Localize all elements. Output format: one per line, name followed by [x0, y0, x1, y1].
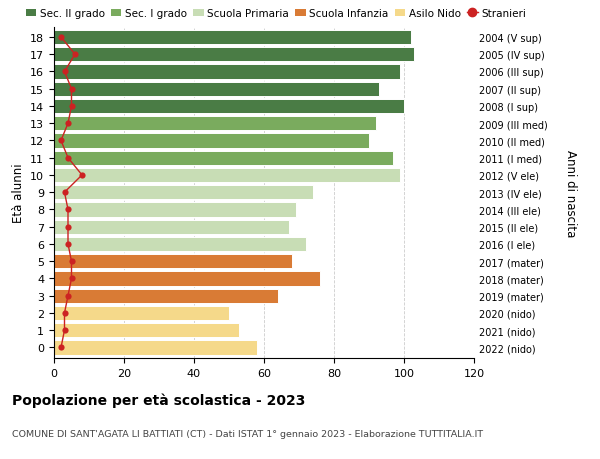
Point: [67, 86, 76, 93]
Point: [67, 103, 76, 110]
Point: [60, 327, 70, 334]
Bar: [54, 134, 369, 148]
Point: [67, 258, 76, 265]
Bar: [54, 203, 296, 217]
Bar: [54, 168, 401, 183]
Legend: Sec. II grado, Sec. I grado, Scuola Primaria, Scuola Infanzia, Asilo Nido, Stran: Sec. II grado, Sec. I grado, Scuola Prim…: [26, 9, 526, 19]
Point: [63, 241, 73, 248]
Bar: [54, 272, 320, 286]
Text: Popolazione per età scolastica - 2023: Popolazione per età scolastica - 2023: [12, 392, 305, 407]
Bar: [54, 83, 379, 96]
Point: [56, 34, 66, 41]
Point: [60, 68, 70, 76]
Point: [77, 172, 87, 179]
Bar: [54, 324, 239, 337]
Bar: [54, 289, 278, 303]
Bar: [54, 31, 411, 45]
Bar: [54, 48, 415, 62]
Text: COMUNE DI SANT'AGATA LI BATTIATI (CT) - Dati ISTAT 1° gennaio 2023 - Elaborazion: COMUNE DI SANT'AGATA LI BATTIATI (CT) - …: [12, 429, 483, 438]
Point: [60, 189, 70, 196]
Bar: [54, 237, 306, 252]
Bar: [54, 186, 313, 200]
Bar: [54, 117, 376, 131]
Bar: [54, 220, 289, 234]
Point: [63, 224, 73, 231]
Point: [56, 138, 66, 145]
Bar: [54, 151, 394, 165]
Bar: [54, 255, 292, 269]
Point: [63, 207, 73, 214]
Y-axis label: Età alunni: Età alunni: [11, 163, 25, 223]
Point: [70, 51, 80, 59]
Point: [63, 155, 73, 162]
Bar: [54, 306, 229, 320]
Bar: [54, 341, 257, 355]
Y-axis label: Anni di nascita: Anni di nascita: [564, 149, 577, 236]
Point: [63, 292, 73, 300]
Point: [56, 344, 66, 352]
Point: [60, 309, 70, 317]
Point: [67, 275, 76, 282]
Point: [63, 120, 73, 128]
Bar: [54, 100, 404, 114]
Bar: [54, 65, 401, 79]
